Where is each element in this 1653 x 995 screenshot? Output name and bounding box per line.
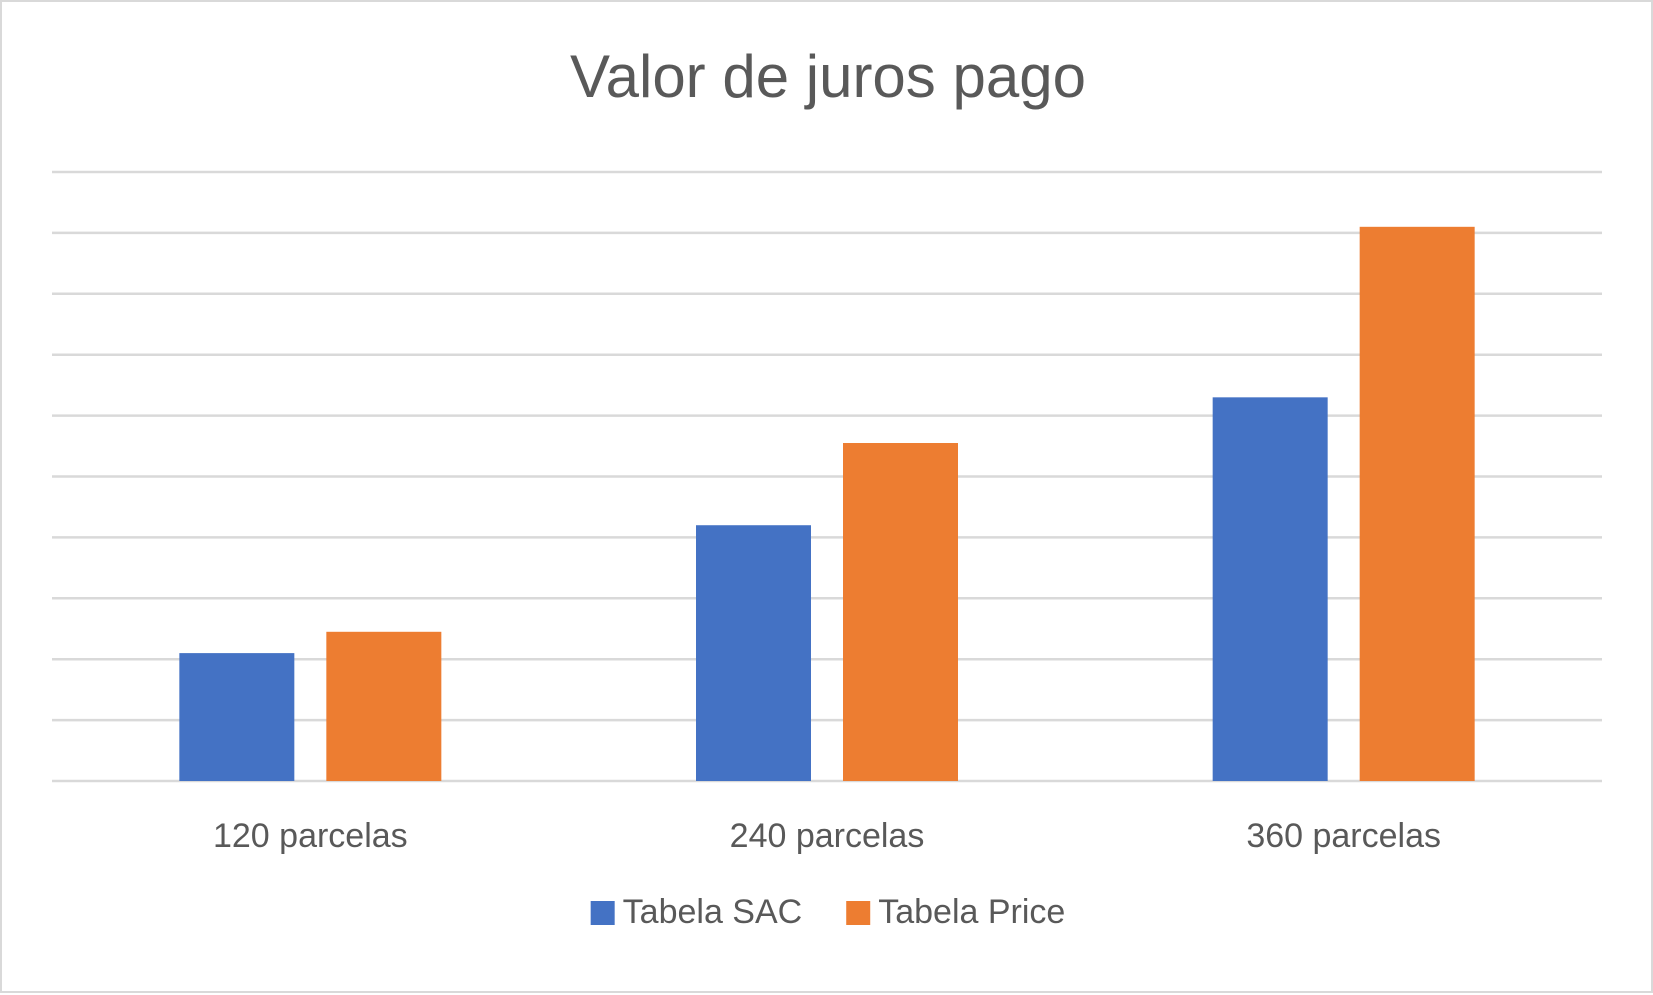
x-axis-tick-labels: 120 parcelas 240 parcelas 360 parcelas bbox=[213, 817, 1441, 855]
chart-title: Valor de juros pago bbox=[570, 43, 1086, 110]
x-tick-label: 240 parcelas bbox=[730, 817, 925, 855]
bar-tabela-price-1 bbox=[326, 631, 442, 781]
x-tick-label: 360 parcelas bbox=[1246, 817, 1441, 855]
legend: Tabela SAC Tabela Price bbox=[590, 893, 1065, 931]
gridlines bbox=[52, 170, 1602, 783]
bar-tabela-sac-3 bbox=[1212, 397, 1328, 781]
bars bbox=[179, 226, 1475, 781]
legend-swatch-tabela-sac bbox=[590, 901, 615, 925]
legend-swatch-tabela-price bbox=[846, 901, 871, 925]
bar-tabela-sac-2 bbox=[696, 525, 811, 781]
x-tick-label: 120 parcelas bbox=[213, 817, 408, 855]
legend-label-tabela-price: Tabela Price bbox=[878, 893, 1065, 931]
bar-tabela-sac-1 bbox=[179, 653, 295, 781]
bar-tabela-price-3 bbox=[1359, 226, 1475, 781]
bar-tabela-price-2 bbox=[843, 443, 958, 781]
legend-label-tabela-sac: Tabela SAC bbox=[623, 893, 803, 931]
